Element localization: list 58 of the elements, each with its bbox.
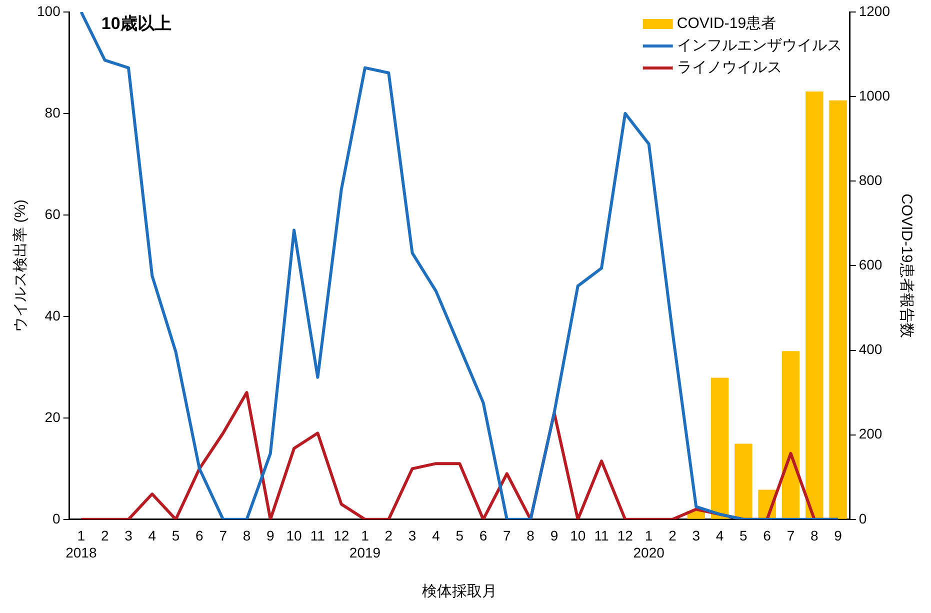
y2-tick-label: 200 (858, 426, 882, 442)
y-tick-label: 20 (44, 408, 61, 425)
x-tick-label: 9 (550, 528, 558, 544)
y2-tick-label: 600 (858, 256, 882, 273)
x-axis-title: 検体採取月 (422, 583, 498, 600)
bar (710, 378, 729, 519)
x-tick-label: 3 (408, 528, 416, 544)
x-tick-label: 1 2019 (349, 528, 381, 560)
bar (829, 100, 847, 519)
x-tick-label: 6 (763, 528, 772, 544)
legend-label: インフルエンザウイルス (676, 37, 842, 54)
y2-tick-label: 1000 (858, 87, 890, 104)
x-tick-label: 9 (834, 528, 842, 544)
x-tick-label: 1 2020 (633, 528, 665, 560)
legend-label: COVID-19患者 (676, 15, 776, 32)
x-tick-label: 5 (740, 528, 748, 544)
x-tick-label: 4 (148, 528, 156, 544)
x-tick-label: 3 (692, 528, 700, 544)
bar (806, 91, 824, 519)
y-tick-label: 0 (52, 510, 61, 526)
bar (734, 444, 752, 519)
x-tick-label: 11 (310, 528, 326, 544)
x-tick-label: 6 (479, 528, 488, 544)
x-tick-label: 2 (384, 528, 393, 544)
x-tick-label: 1 2018 (66, 528, 97, 560)
y2-axis-title: COVID-19患者報告数 (898, 194, 915, 338)
x-tick-label: 8 (242, 528, 251, 544)
y2-tick-label: 1200 (858, 2, 890, 19)
x-tick-label: 10 (570, 528, 586, 544)
x-tick-label: 5 (456, 528, 464, 544)
x-tick-label: 10 (286, 528, 302, 544)
x-tick-label: 2 (100, 528, 109, 544)
y2-tick-label: 400 (858, 341, 882, 358)
y2-tick-label: 800 (858, 172, 882, 188)
bar (782, 351, 800, 519)
x-tick-label: 8 (810, 528, 818, 544)
x-tick-label: 11 (594, 528, 609, 544)
y2-tick-label: 0 (858, 510, 867, 526)
legend-label: ライノウイルス (676, 59, 782, 76)
annotation: 10歳以上 (101, 14, 172, 34)
x-tick-label: 9 (266, 528, 274, 544)
y-tick-label: 60 (44, 206, 61, 222)
y-tick-label: 100 (37, 2, 61, 19)
y-tick-label: 40 (44, 307, 61, 324)
x-tick-label: 4 (432, 528, 440, 544)
x-tick-label: 12 (617, 528, 634, 544)
x-tick-label: 8 (526, 528, 535, 544)
x-tick-label: 7 (219, 528, 228, 544)
x-tick-label: 7 (786, 528, 795, 544)
x-tick-label: 2 (668, 528, 677, 544)
y-tick-label: 80 (44, 104, 61, 120)
x-tick-label: 7 (503, 528, 512, 544)
x-tick-label: 5 (172, 528, 180, 544)
x-tick-label: 6 (196, 528, 204, 544)
x-tick-label: 3 (124, 528, 133, 544)
y-axis-title: ウイルス検出率 (%) (12, 199, 30, 332)
x-tick-label: 4 (716, 528, 724, 544)
x-tick-label: 12 (334, 528, 350, 544)
